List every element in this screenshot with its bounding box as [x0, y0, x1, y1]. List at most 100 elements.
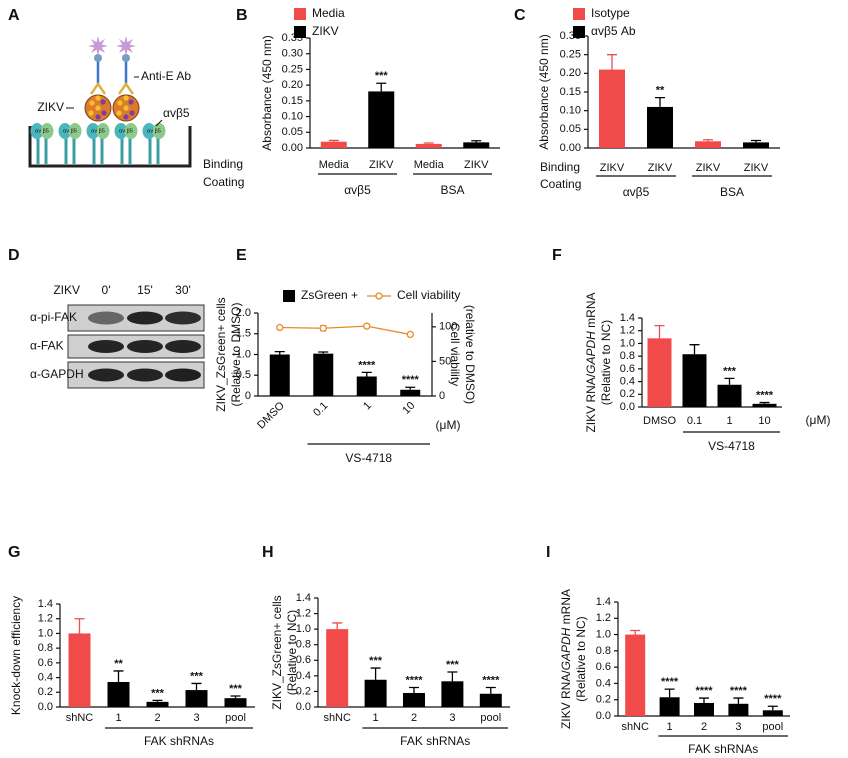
error-bar: [361, 371, 372, 377]
point: [363, 322, 371, 330]
blot-band: [88, 340, 124, 353]
bar: [695, 141, 721, 148]
receptor-subunits: αv β5: [147, 128, 161, 134]
x-tick-label: 2: [154, 712, 160, 724]
point: [276, 323, 284, 332]
x-tick-label: 1: [726, 415, 732, 427]
error-bar: [409, 686, 419, 693]
receptor-b5: [152, 123, 166, 139]
x-tick-label: DMSO: [255, 399, 287, 431]
tick-label: 1.2: [296, 607, 311, 619]
virus-protein: [95, 105, 101, 111]
x-tick-label: 1: [373, 712, 379, 724]
tick-label: 0.25: [282, 63, 303, 75]
error-bar: [654, 324, 665, 339]
axis-label: (relative to DMSO): [463, 305, 477, 404]
receptor-av: [86, 123, 100, 139]
group-label: αvβ5: [623, 185, 650, 199]
tick-label: 100: [439, 321, 457, 333]
error-bar: [485, 686, 496, 694]
virus-protein: [128, 99, 134, 105]
tick-label: 0.4: [38, 671, 53, 683]
x-tick-label: ZIKV: [369, 159, 394, 171]
tick-label: 0.4: [596, 677, 611, 689]
row-label: Coating: [540, 177, 581, 191]
legend-swatch: [294, 26, 306, 38]
receptor-av: [142, 123, 156, 139]
tick-label: 1.0: [296, 623, 311, 635]
bar: [647, 106, 673, 148]
x-tick-label: Media: [319, 159, 350, 171]
row-label: Binding: [203, 157, 243, 171]
tick-label: 1.0: [236, 348, 251, 360]
axis-label: Absorbance (450 nm): [537, 34, 551, 149]
x-tick-label: 3: [193, 712, 199, 724]
legend-swatch: [294, 8, 306, 20]
bar: [400, 389, 421, 396]
virus-protein: [129, 110, 135, 116]
bar: [356, 376, 377, 396]
legend-marker: [375, 292, 383, 300]
panel-label: F: [552, 247, 562, 264]
x-tick-label: 1: [667, 721, 673, 733]
error-bar: [318, 351, 329, 354]
axis-label: ZIKV RNA/GAPDH mRNA: [584, 292, 598, 432]
bar: [364, 679, 387, 707]
significance: ****: [756, 389, 774, 401]
significance: ***: [229, 683, 243, 695]
bar: [479, 693, 502, 707]
tick-label: 0: [439, 390, 445, 402]
receptor-subunits: αv β5: [91, 128, 105, 134]
point: [406, 330, 414, 339]
error-bar: [74, 618, 85, 634]
axis-label-part: GAPDH: [559, 627, 573, 670]
blot-band: [88, 311, 124, 325]
virus-protein: [116, 110, 122, 116]
tick-label: 0.20: [282, 79, 303, 91]
axis-label: (Relative to DMSO): [229, 302, 243, 406]
error-bar: [370, 667, 381, 680]
error-bar: [733, 697, 744, 704]
group-label: FAK shRNAs: [400, 734, 470, 748]
bar: [224, 698, 247, 707]
significance: ****: [402, 374, 420, 386]
tick-label: 0.2: [620, 388, 635, 400]
tick-label: 0.00: [282, 142, 303, 154]
error-bar: [751, 139, 761, 143]
x-tick-label: 1: [115, 712, 121, 724]
bar: [441, 681, 464, 707]
tick-label: 0.6: [38, 657, 53, 669]
error-bar: [471, 140, 482, 143]
tick-label: 1.4: [38, 598, 53, 610]
tick-label: 0.05: [560, 123, 581, 135]
panel-label: E: [236, 247, 247, 264]
significance: ***: [369, 655, 383, 667]
antibody-tag: [94, 54, 102, 62]
group-label: FAK shRNAs: [688, 742, 758, 756]
blot-band: [127, 340, 163, 353]
legend-label: αvβ5 Ab: [591, 24, 636, 38]
x-tick-label: 0.1: [311, 400, 330, 419]
tick-label: 0.00: [560, 142, 581, 154]
receptor-av: [58, 123, 72, 139]
unit-label: (μM): [806, 413, 831, 427]
error-bar: [703, 139, 713, 142]
error-bar: [655, 96, 665, 107]
axis-label-part: ZIKV RNA/: [584, 373, 598, 432]
tick-label: 0.4: [296, 670, 311, 682]
blot-timepoint: 30': [175, 283, 191, 297]
tick-label: 0.8: [38, 642, 53, 654]
x-tick-label: shNC: [323, 712, 351, 724]
error-bar: [664, 688, 675, 698]
x-tick-label: 3: [449, 712, 455, 724]
group-label: BSA: [720, 185, 744, 199]
axis-label: Absorbance (450 nm): [260, 35, 274, 150]
error-bar: [332, 622, 343, 630]
blot-row-label: α-GAPDH: [30, 367, 84, 381]
label-leader: [155, 119, 163, 127]
axis-label: (Relative to NC): [574, 616, 588, 701]
virus-protein: [123, 114, 129, 120]
receptor-b5: [124, 123, 138, 139]
panel-label: C: [514, 7, 526, 24]
tick-label: 2.0: [236, 307, 251, 319]
